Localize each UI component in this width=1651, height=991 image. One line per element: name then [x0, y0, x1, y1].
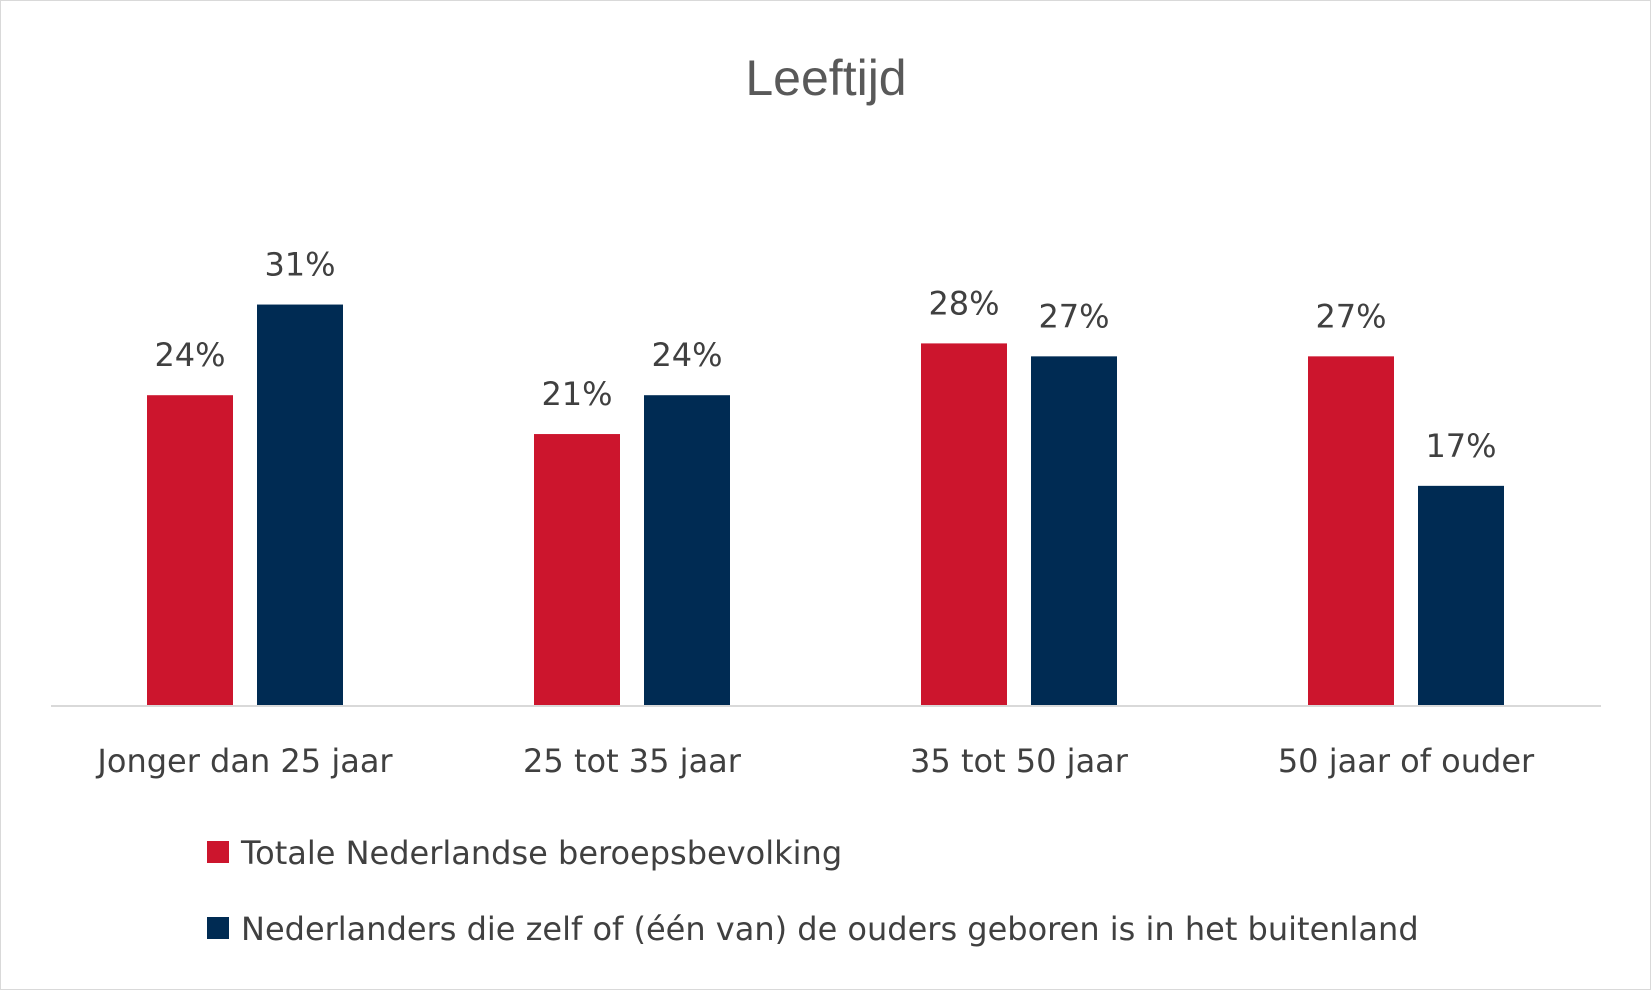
legend-swatch-series2 — [207, 917, 229, 939]
x-tick-label-25-tot-35-jaar: 25 tot 35 jaar — [523, 742, 742, 780]
x-tick-label-jonger-dan-25-jaar: Jonger dan 25 jaar — [95, 742, 393, 780]
bar-series2-50-jaar-of-ouder — [1418, 485, 1504, 706]
bar-series1-50-jaar-of-ouder — [1308, 356, 1394, 706]
data-label-series2-jonger-dan-25-jaar: 31% — [264, 246, 335, 284]
bar-series2-25-tot-35-jaar — [644, 395, 730, 706]
x-tick-label-50-jaar-of-ouder: 50 jaar of ouder — [1278, 742, 1535, 780]
bar-series2-jonger-dan-25-jaar — [257, 304, 343, 706]
data-label-series1-jonger-dan-25-jaar: 24% — [154, 336, 225, 374]
legend-label-series2: Nederlanders die zelf of (één van) de ou… — [241, 910, 1419, 948]
x-tick-label-35-tot-50-jaar: 35 tot 50 jaar — [910, 742, 1129, 780]
data-label-series1-25-tot-35-jaar: 21% — [541, 375, 612, 413]
data-label-series1-35-tot-50-jaar: 28% — [928, 284, 999, 322]
value-labels-layer: 24% 31% 21% 24% 28% 27% 27% 17% — [154, 246, 1496, 465]
legend-swatch-series1 — [207, 841, 229, 863]
legend: Totale Nederlandse beroepsbevolking Neder… — [207, 834, 1419, 948]
data-label-series1-50-jaar-of-ouder: 27% — [1315, 297, 1386, 335]
x-tick-labels: Jonger dan 25 jaar 25 tot 35 jaar 35 tot 5… — [95, 742, 1535, 780]
bars-layer — [147, 304, 1504, 706]
bar-series2-35-tot-50-jaar — [1031, 356, 1117, 706]
data-label-series2-35-tot-50-jaar: 27% — [1038, 297, 1109, 335]
bar-series1-35-tot-50-jaar — [921, 343, 1007, 706]
bar-series1-jonger-dan-25-jaar — [147, 395, 233, 706]
data-label-series2-50-jaar-of-ouder: 17% — [1425, 427, 1496, 465]
legend-label-series1: Totale Nederlandse beroepsbevolking — [240, 834, 842, 872]
data-label-series2-25-tot-35-jaar: 24% — [651, 336, 722, 374]
chart-title: Leeftijd — [745, 50, 906, 106]
bar-series1-25-tot-35-jaar — [534, 434, 620, 706]
